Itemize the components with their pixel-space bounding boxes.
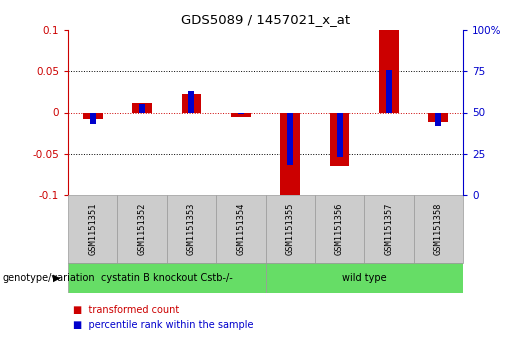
Bar [83,113,102,119]
Bar [182,94,201,113]
Text: GSM1151357: GSM1151357 [384,203,393,255]
Bar [386,70,392,113]
Text: GSM1151352: GSM1151352 [138,203,147,255]
Text: GSM1151351: GSM1151351 [88,203,97,255]
Text: GSM1151354: GSM1151354 [236,203,245,255]
Text: ▶: ▶ [53,273,60,283]
Text: wild type: wild type [342,273,387,283]
Text: cystatin B knockout Cstb-/-: cystatin B knockout Cstb-/- [101,273,233,283]
Bar [139,104,145,113]
Text: GSM1151353: GSM1151353 [187,203,196,255]
Bar [68,263,266,293]
Text: GSM1151356: GSM1151356 [335,203,344,255]
Bar [330,113,350,166]
Bar [428,113,448,122]
Bar [337,113,342,157]
Bar [117,195,167,263]
Text: genotype/variation: genotype/variation [3,273,95,283]
Bar [414,195,463,263]
Bar [90,113,96,124]
Title: GDS5089 / 1457021_x_at: GDS5089 / 1457021_x_at [181,13,350,26]
Text: GSM1151358: GSM1151358 [434,203,443,255]
Bar [167,195,216,263]
Bar [266,263,463,293]
Bar [266,195,315,263]
Bar [287,113,293,165]
Bar [315,195,364,263]
Text: ■  percentile rank within the sample: ■ percentile rank within the sample [73,320,253,330]
Bar [280,113,300,195]
Bar [364,195,414,263]
Bar [238,113,244,114]
Bar [379,30,399,113]
Bar [435,113,441,126]
Bar [68,195,117,263]
Bar [216,195,266,263]
Text: GSM1151355: GSM1151355 [286,203,295,255]
Bar [132,103,152,113]
Text: ■  transformed count: ■ transformed count [73,305,179,315]
Bar [231,113,251,117]
Bar [188,91,194,113]
